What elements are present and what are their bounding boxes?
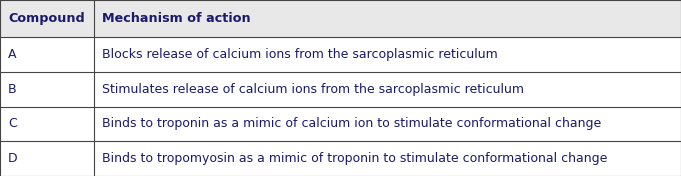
Text: Blocks release of calcium ions from the sarcoplasmic reticulum: Blocks release of calcium ions from the … — [102, 48, 498, 61]
Bar — [94, 141, 681, 176]
Text: A: A — [8, 48, 16, 61]
Bar — [0, 72, 94, 107]
Text: Binds to troponin as a mimic of calcium ion to stimulate conformational change: Binds to troponin as a mimic of calcium … — [102, 118, 601, 130]
Bar — [0, 141, 94, 176]
Text: B: B — [8, 83, 17, 96]
Text: D: D — [8, 152, 18, 165]
Bar — [94, 37, 681, 72]
Bar — [0, 107, 94, 141]
Text: Mechanism of action: Mechanism of action — [102, 12, 251, 25]
Bar — [94, 107, 681, 141]
Bar — [0, 0, 94, 37]
Bar — [0, 37, 94, 72]
Text: Stimulates release of calcium ions from the sarcoplasmic reticulum: Stimulates release of calcium ions from … — [102, 83, 524, 96]
Bar — [94, 0, 681, 37]
Text: Compound: Compound — [8, 12, 85, 25]
Text: Binds to tropomyosin as a mimic of troponin to stimulate conformational change: Binds to tropomyosin as a mimic of tropo… — [102, 152, 607, 165]
Text: C: C — [8, 118, 17, 130]
Bar — [94, 72, 681, 107]
